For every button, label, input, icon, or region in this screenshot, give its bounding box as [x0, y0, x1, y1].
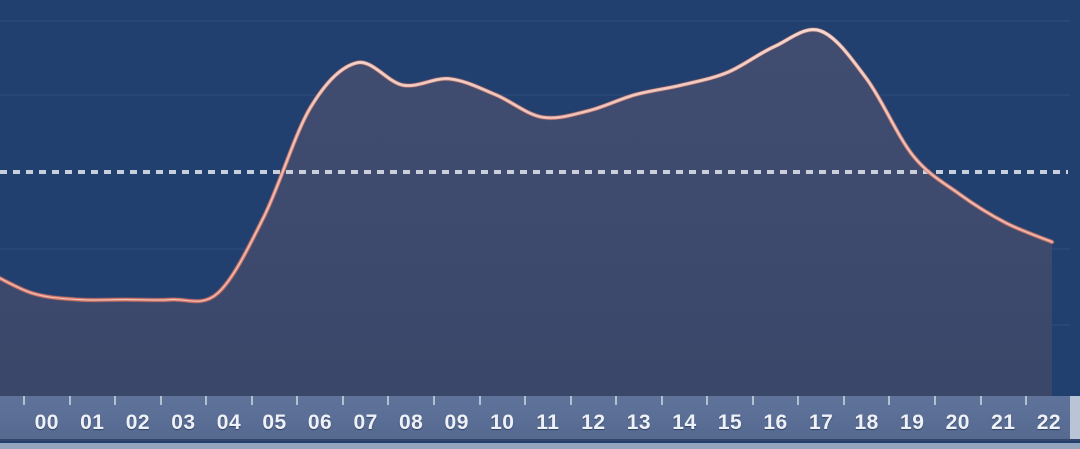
area-fill [0, 29, 1052, 396]
x-axis-tick-22 [1025, 396, 1028, 405]
x-axis-tick-04 [205, 396, 208, 405]
x-axis-label-19[interactable]: 19 [900, 411, 925, 434]
x-axis-labels[interactable]: 00 01 02 03 04 05 06 07 08 09 10 11 12 13 14 15 16 17 18 19… [0, 405, 1080, 441]
x-axis-label-20[interactable]: 20 [945, 411, 970, 434]
x-axis-label-12[interactable]: 12 [581, 411, 606, 434]
x-axis-label-15[interactable]: 15 [717, 411, 743, 434]
x-axis-tick-17 [797, 396, 800, 405]
x-axis-label-01[interactable]: 01 [80, 411, 105, 434]
x-axis-label-18[interactable]: 18 [854, 411, 879, 434]
x-axis-label-21[interactable]: 21 [991, 411, 1016, 434]
x-axis-label-10[interactable]: 10 [490, 411, 515, 434]
x-axis-ticks [0, 396, 1080, 406]
x-axis-label-07[interactable]: 07 [353, 411, 378, 434]
x-axis-tick-21 [979, 396, 982, 405]
x-axis-label-03[interactable]: 03 [171, 411, 196, 434]
x-axis-label-13[interactable]: 13 [626, 411, 652, 434]
series-line-highlight [0, 29, 1053, 302]
x-axis-label-11[interactable]: 11 [536, 411, 560, 434]
x-axis-label-08[interactable]: 08 [398, 411, 424, 434]
x-axis-tick-10 [478, 396, 481, 405]
x-axis-label-02[interactable]: 02 [125, 411, 151, 434]
area-chart-svg [0, 20, 1070, 396]
x-axis-label-09[interactable]: 09 [444, 411, 469, 434]
x-axis-tick-15 [706, 396, 709, 405]
window-bottom-strip [0, 443, 1080, 449]
x-axis-label-22[interactable]: 22 [1036, 411, 1062, 434]
x-axis-tick-03 [159, 396, 162, 405]
x-axis-tick-19 [888, 396, 891, 405]
x-axis-label-16[interactable]: 16 [763, 411, 788, 434]
chart-plot-area[interactable] [0, 0, 1080, 396]
x-axis-tick-18 [842, 396, 845, 405]
x-axis-tick-00 [23, 396, 25, 405]
x-axis-tick-08 [387, 396, 390, 405]
x-axis-tick-16 [751, 396, 754, 405]
x-axis-label-14[interactable]: 14 [672, 411, 697, 434]
x-axis-label-00[interactable]: 00 [34, 411, 59, 434]
x-axis-label-17[interactable]: 17 [808, 411, 834, 434]
x-axis-label-04[interactable]: 04 [216, 411, 242, 434]
x-axis-right-cap [1070, 396, 1080, 441]
x-axis-tick-05 [250, 396, 253, 405]
x-axis-tick-14 [660, 396, 663, 405]
x-axis-label-06[interactable]: 06 [307, 411, 333, 434]
x-axis-tick-02 [114, 396, 117, 405]
x-axis-tick-12 [569, 396, 572, 405]
x-axis-tick-07 [341, 396, 344, 405]
x-axis-tick-11 [524, 396, 527, 405]
plot-right-margin [1070, 0, 1080, 396]
x-axis-tick-09 [432, 396, 435, 405]
x-axis-bar[interactable]: 00 01 02 03 04 05 06 07 08 09 10 11 12 13 14 15 16 17 18 19… [0, 396, 1080, 441]
x-axis-tick-01 [68, 396, 71, 405]
x-axis-tick-13 [615, 396, 618, 405]
x-axis-label-05[interactable]: 05 [262, 411, 287, 434]
x-axis-tick-06 [296, 396, 299, 405]
x-axis-tick-20 [934, 396, 936, 405]
